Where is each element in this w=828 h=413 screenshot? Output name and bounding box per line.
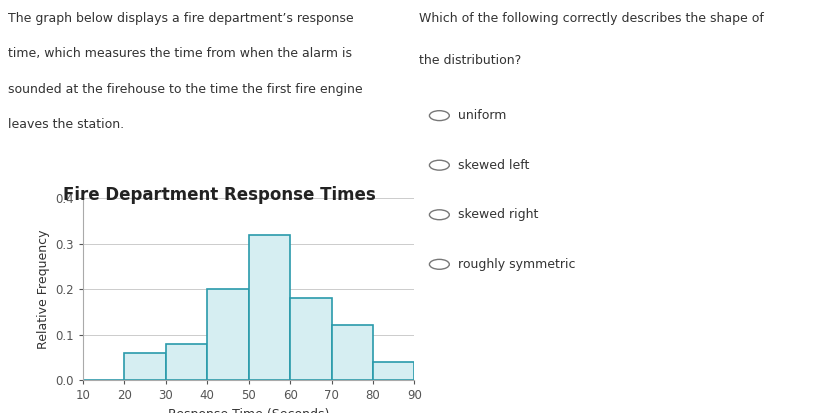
Text: roughly symmetric: roughly symmetric [458,258,575,271]
Bar [373,362,414,380]
Bar [248,235,290,380]
Text: the distribution?: the distribution? [418,54,520,66]
Text: leaves the station.: leaves the station. [8,118,124,131]
Text: skewed right: skewed right [458,208,538,221]
Text: sounded at the firehouse to the time the first fire engine: sounded at the firehouse to the time the… [8,83,363,95]
Text: Which of the following correctly describes the shape of: Which of the following correctly describ… [418,12,763,25]
Bar [166,344,207,380]
Text: Fire Department Response Times: Fire Department Response Times [63,186,376,204]
X-axis label: Response Time (Seconds): Response Time (Seconds) [168,408,329,413]
Bar [124,353,166,380]
Bar [207,289,248,380]
Text: time, which measures the time from when the alarm is: time, which measures the time from when … [8,47,352,60]
Text: The graph below displays a fire department’s response: The graph below displays a fire departme… [8,12,354,25]
Bar [331,325,373,380]
Text: uniform: uniform [458,109,506,122]
Text: skewed left: skewed left [458,159,529,172]
Bar [290,298,331,380]
Y-axis label: Relative Frequency: Relative Frequency [36,229,50,349]
